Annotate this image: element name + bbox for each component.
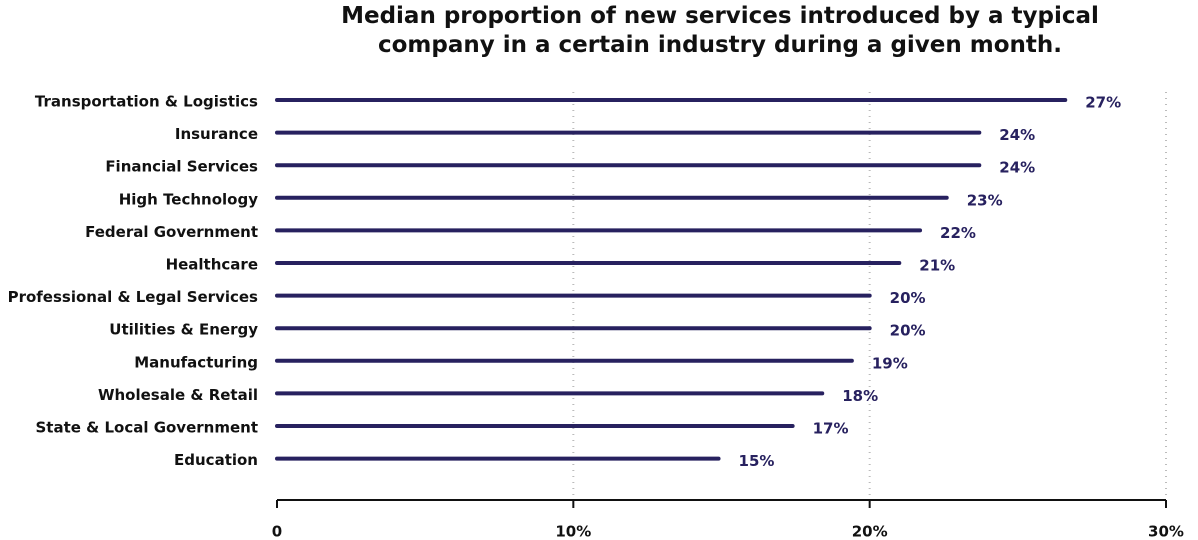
y-tick-label: Federal Government [85,223,258,241]
value-label: 15% [739,452,775,470]
value-label: 24% [999,126,1035,144]
y-tick-label: Insurance [175,125,258,143]
y-tick-label: Healthcare [166,256,258,274]
chart-title: Median proportion of new services introd… [341,3,1099,58]
value-label: 19% [872,354,908,372]
value-label: 21% [919,257,955,275]
x-tick-label: 30% [1148,523,1184,540]
y-tick-label: Utilities & Energy [109,321,258,339]
value-label: 20% [890,322,926,340]
value-label: 23% [967,191,1003,209]
y-tick-label: Education [174,451,258,469]
x-tick-label: 0 [272,523,282,540]
y-tick-label: Transportation & Logistics [35,93,258,111]
y-tick-label: High Technology [119,190,258,208]
y-tick-label: State & Local Government [35,419,258,437]
value-label: 17% [813,420,849,438]
value-label: 20% [890,289,926,307]
y-tick-label: Financial Services [105,158,258,176]
value-label: 24% [999,159,1035,177]
y-tick-label: Professional & Legal Services [8,288,258,306]
y-tick-label: Manufacturing [134,353,258,371]
value-label: 22% [940,224,976,242]
value-label: 18% [842,387,878,405]
x-tick-label: 20% [852,523,888,540]
value-label: 27% [1085,94,1121,112]
x-tick-label: 10% [555,523,591,540]
y-tick-label: Wholesale & Retail [98,386,258,404]
